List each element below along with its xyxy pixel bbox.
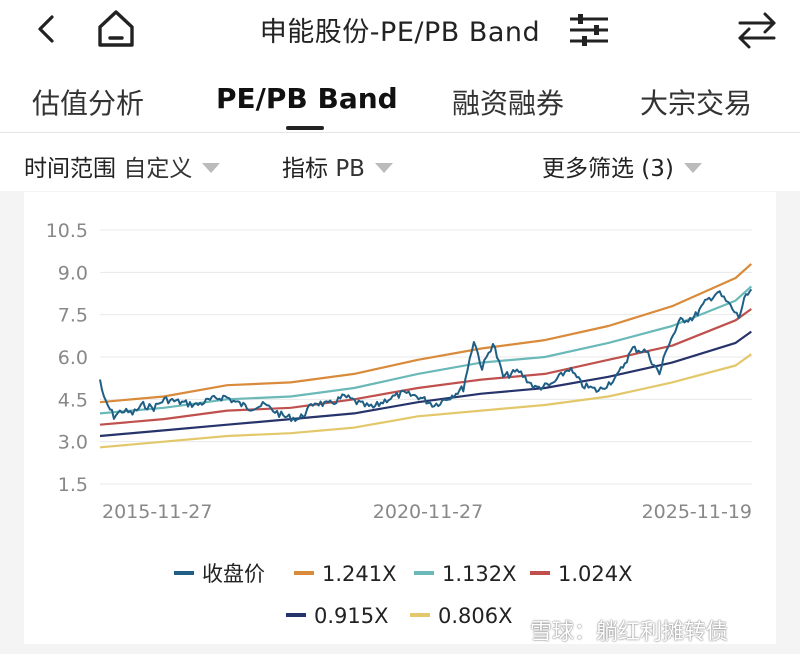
home-icon[interactable] xyxy=(94,6,138,50)
y-tick-label: 7.5 xyxy=(58,305,88,327)
series-line-1 xyxy=(99,263,753,404)
x-tick-label: 2020-11-27 xyxy=(373,501,483,523)
back-icon[interactable] xyxy=(30,12,64,46)
x-tick-label: 2025-11-19 xyxy=(642,501,752,523)
series-line-0 xyxy=(99,288,753,423)
legend-label: 1.132X xyxy=(442,562,517,586)
legend-label: 1.241X xyxy=(322,562,397,586)
series-line-2 xyxy=(99,285,753,415)
legend-label: 1.024X xyxy=(558,562,633,586)
y-tick-label: 10.5 xyxy=(46,220,88,242)
time-range-label: 时间范围 xyxy=(24,156,116,182)
swap-arrows-icon[interactable] xyxy=(736,10,778,50)
tab-pe-pb-band[interactable]: PE/PB Band xyxy=(216,82,398,115)
y-tick-label: 6.0 xyxy=(58,347,88,369)
legend-label: 收盘价 xyxy=(202,562,265,586)
more-filters-label: 更多筛选 (3) xyxy=(542,156,674,182)
caret-down-icon xyxy=(202,162,221,173)
tab-block-trade[interactable]: 大宗交易 xyxy=(640,87,753,120)
series-line-4 xyxy=(99,330,752,438)
metric-label: 指标 xyxy=(282,156,328,182)
series-line-3 xyxy=(99,308,752,426)
filter-bar: 时间范围 自定义 指标 PB 更多筛选 (3) xyxy=(0,133,800,191)
page-title: 申能股份-PE/PB Band xyxy=(259,17,541,48)
y-tick-label: 4.5 xyxy=(58,389,88,411)
y-tick-label: 3.0 xyxy=(58,432,88,454)
x-tick-label: 2015-11-27 xyxy=(102,501,212,523)
more-filters[interactable]: 更多筛选 (3) xyxy=(542,149,702,183)
tab-margin-trading[interactable]: 融资融券 xyxy=(452,87,565,120)
filter-sliders-icon[interactable] xyxy=(568,12,610,48)
top-bar: 申能股份-PE/PB Band xyxy=(0,0,800,62)
time-range-value: 自定义 xyxy=(123,156,193,182)
caret-down-icon xyxy=(683,162,702,173)
series-line-5 xyxy=(99,353,752,449)
legend-label: 0.806X xyxy=(438,604,513,628)
tab-valuation[interactable]: 估值分析 xyxy=(32,87,145,120)
tab-bar: 估值分析 PE/PB Band 融资融券 大宗交易 xyxy=(0,62,800,133)
time-range-filter[interactable]: 时间范围 自定义 xyxy=(24,149,221,183)
legend-label: 0.915X xyxy=(314,604,389,628)
metric-value: PB xyxy=(335,156,365,182)
active-tab-indicator xyxy=(286,126,324,130)
y-tick-label: 9.0 xyxy=(58,262,88,284)
caret-down-icon xyxy=(374,162,393,173)
y-tick-label: 1.5 xyxy=(58,474,88,496)
title-wrap: 申能股份-PE/PB Band xyxy=(0,10,800,49)
watermark: 雪球：躺红利摊转债 xyxy=(530,620,729,645)
pb-band-chart: 10.5 9.0 7.5 6.0 4.5 3.0 1.5 2015-11-27 2020-11… xyxy=(46,220,753,628)
chart-card: 10.5 9.0 7.5 6.0 4.5 3.0 1.5 2015-11-27 2020-11… xyxy=(24,192,776,644)
metric-filter[interactable]: 指标 PB xyxy=(282,149,393,183)
